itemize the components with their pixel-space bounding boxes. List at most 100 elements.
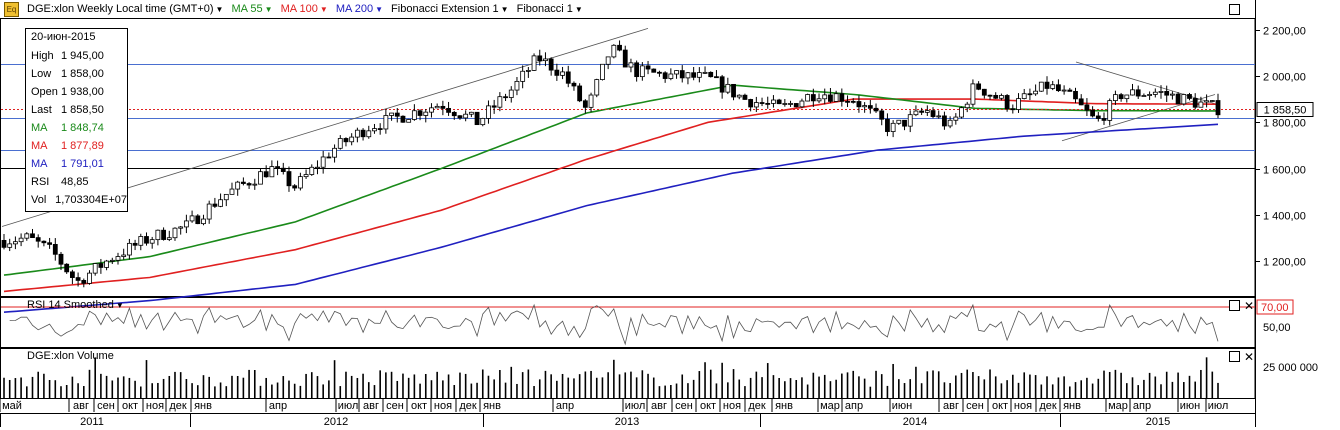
candle-body[interactable] xyxy=(64,263,70,273)
maximize-panel-button[interactable] xyxy=(1229,4,1240,15)
candle-body[interactable] xyxy=(839,93,845,102)
candle-body[interactable] xyxy=(349,136,355,143)
candle-body[interactable] xyxy=(195,215,201,225)
candle-body[interactable] xyxy=(503,96,508,99)
candle-body[interactable] xyxy=(1061,89,1067,92)
candle-body[interactable] xyxy=(1067,89,1073,92)
candle-body[interactable] xyxy=(993,94,999,99)
candle-body[interactable] xyxy=(423,111,429,116)
candle-body[interactable] xyxy=(229,188,235,195)
candle-body[interactable] xyxy=(657,71,662,74)
candle-body[interactable] xyxy=(1158,91,1164,93)
candle-body[interactable] xyxy=(320,156,326,168)
candle-body[interactable] xyxy=(582,100,588,108)
candle-body[interactable] xyxy=(833,93,839,102)
candle-body[interactable] xyxy=(771,99,776,104)
candle-body[interactable] xyxy=(480,117,486,126)
candle-body[interactable] xyxy=(75,277,81,281)
candle-body[interactable] xyxy=(753,102,759,108)
candle-body[interactable] xyxy=(765,102,771,105)
candle-body[interactable] xyxy=(98,263,104,268)
candle-body[interactable] xyxy=(508,89,514,98)
candle-body[interactable] xyxy=(212,203,218,207)
candle-body[interactable] xyxy=(776,99,782,105)
ma100-line[interactable] xyxy=(3,98,1218,293)
candle-body[interactable] xyxy=(816,98,822,102)
candle-body[interactable] xyxy=(873,107,879,112)
candle-body[interactable] xyxy=(337,138,343,149)
candle-body[interactable] xyxy=(594,79,600,96)
candle-body[interactable] xyxy=(87,272,92,284)
maximize-rsi-button[interactable] xyxy=(1229,300,1240,311)
candle-body[interactable] xyxy=(144,236,149,244)
candle-body[interactable] xyxy=(104,260,109,268)
candle-body[interactable] xyxy=(309,166,315,175)
candle-body[interactable] xyxy=(736,94,742,98)
close-rsi-icon[interactable]: ✕ xyxy=(1244,298,1255,313)
candle-body[interactable] xyxy=(246,183,252,186)
candle-body[interactable] xyxy=(474,111,480,126)
candle-body[interactable] xyxy=(560,71,565,76)
candle-body[interactable] xyxy=(788,103,793,105)
candle-body[interactable] xyxy=(377,128,383,130)
candle-body[interactable] xyxy=(571,82,577,87)
candle-body[interactable] xyxy=(92,263,98,274)
candle-body[interactable] xyxy=(1198,101,1204,108)
candle-body[interactable] xyxy=(611,44,617,58)
candle-body[interactable] xyxy=(126,242,132,256)
candle-body[interactable] xyxy=(913,110,919,116)
candle-body[interactable] xyxy=(1141,95,1147,97)
candle-body[interactable] xyxy=(24,233,30,239)
candle-body[interactable] xyxy=(947,119,953,127)
maximize-volume-button[interactable] xyxy=(1229,351,1240,362)
candle-body[interactable] xyxy=(1130,89,1135,96)
candle-body[interactable] xyxy=(411,110,417,120)
candle-body[interactable] xyxy=(1021,93,1027,99)
candle-body[interactable] xyxy=(35,237,41,242)
candle-body[interactable] xyxy=(1004,95,1010,110)
ma55-dropdown[interactable]: MA 55 ▼ xyxy=(231,3,273,15)
candle-body[interactable] xyxy=(708,71,714,78)
candle-body[interactable] xyxy=(394,112,400,117)
candle-body[interactable] xyxy=(235,181,241,190)
candle-body[interactable] xyxy=(297,176,303,189)
candle-body[interactable] xyxy=(1016,98,1021,110)
candle-body[interactable] xyxy=(959,107,964,118)
candle-body[interactable] xyxy=(109,259,115,262)
candle-body[interactable] xyxy=(263,171,269,178)
candle-body[interactable] xyxy=(565,71,571,84)
candle-body[interactable] xyxy=(286,171,292,187)
eq-icon[interactable]: Eq xyxy=(4,1,19,17)
candle-body[interactable] xyxy=(548,58,554,71)
candle-body[interactable] xyxy=(782,103,788,105)
candle-body[interactable] xyxy=(258,171,263,185)
candle-body[interactable] xyxy=(588,94,594,108)
candle-body[interactable] xyxy=(1135,89,1141,97)
candle-body[interactable] xyxy=(58,253,64,265)
candle-body[interactable] xyxy=(691,72,697,78)
candle-body[interactable] xyxy=(1147,94,1153,96)
candle-body[interactable] xyxy=(81,280,87,284)
candle-body[interactable] xyxy=(514,80,520,91)
candle-body[interactable] xyxy=(30,233,35,239)
candle-body[interactable] xyxy=(1118,94,1124,100)
candle-body[interactable] xyxy=(1,239,7,248)
candle-body[interactable] xyxy=(805,94,811,102)
candle-body[interactable] xyxy=(155,229,161,241)
rsi-title[interactable]: RSI 14 Smoothed ▼ xyxy=(27,299,124,311)
candle-body[interactable] xyxy=(674,70,679,75)
candle-body[interactable] xyxy=(172,227,178,239)
ma200-line[interactable] xyxy=(3,123,1219,313)
fib-extension-dropdown[interactable]: Fibonacci Extension 1 ▼ xyxy=(391,3,509,15)
candle-body[interactable] xyxy=(292,185,298,189)
candle-body[interactable] xyxy=(366,130,372,138)
candle-body[interactable] xyxy=(121,254,127,257)
candle-body[interactable] xyxy=(303,174,309,178)
rsi-line[interactable] xyxy=(9,303,1219,346)
candle-body[interactable] xyxy=(52,244,58,255)
candle-body[interactable] xyxy=(942,115,947,127)
candle-body[interactable] xyxy=(605,56,611,65)
candle-body[interactable] xyxy=(1164,91,1170,96)
candle-body[interactable] xyxy=(1084,104,1090,111)
candle-body[interactable] xyxy=(1204,100,1210,103)
